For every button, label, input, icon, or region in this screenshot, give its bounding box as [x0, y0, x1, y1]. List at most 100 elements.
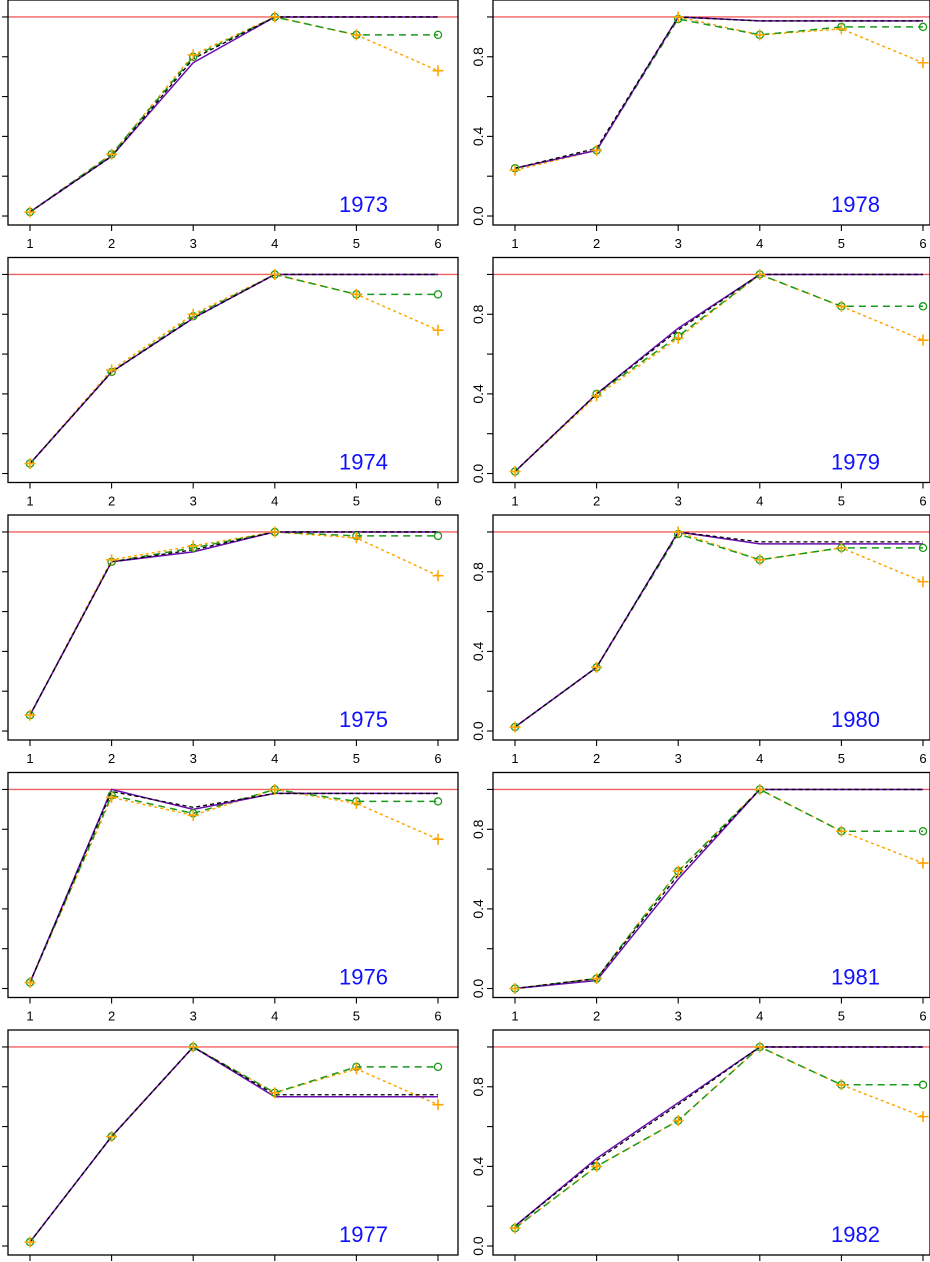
series-black-line	[514, 273, 923, 472]
series-orange-line	[29, 16, 439, 213]
orange-point	[509, 164, 521, 176]
orange-point	[754, 268, 766, 280]
green-point	[433, 290, 443, 299]
series-orange-line	[514, 16, 924, 171]
orange-point	[269, 526, 281, 538]
series-orange-line	[29, 273, 439, 465]
orange-point	[24, 977, 36, 989]
year-label: 1979	[831, 450, 880, 475]
series-orange-line	[29, 531, 439, 716]
series-green-line	[29, 788, 438, 983]
series-orange-line	[514, 273, 924, 473]
orange-point	[754, 1041, 766, 1053]
year-label: 1981	[831, 965, 880, 990]
panel-frame	[492, 256, 930, 484]
x-tick-label: 3	[675, 1009, 682, 1024]
series-purple-line	[29, 531, 438, 716]
x-tick-label: 3	[190, 1009, 197, 1024]
green-point	[433, 30, 443, 40]
orange-point	[754, 29, 766, 41]
x-tick-label: 5	[353, 494, 360, 509]
series-green-line	[29, 273, 438, 465]
orange-point	[269, 11, 281, 23]
series-black-line	[514, 788, 923, 990]
orange-point	[917, 1111, 929, 1123]
orange-point	[917, 57, 929, 69]
orange-point	[917, 857, 929, 869]
x-tick-label: 1	[511, 1009, 518, 1024]
series-black-line	[29, 273, 438, 464]
orange-point	[672, 11, 684, 23]
orange-point	[917, 576, 929, 588]
series-green-line	[514, 273, 923, 473]
x-tick-label: 6	[919, 1009, 926, 1024]
year-label: 1978	[831, 192, 880, 217]
x-tick-label: 4	[756, 236, 763, 251]
y-tick-label: 0.8	[470, 304, 486, 324]
series-black-line	[29, 790, 438, 983]
x-tick-label: 1	[511, 751, 518, 766]
orange-point	[269, 268, 281, 280]
panel-frame	[492, 771, 930, 999]
series-purple-line	[29, 788, 438, 983]
series-green-line	[29, 1046, 438, 1243]
year-label: 1975	[339, 707, 388, 732]
panel-series	[509, 268, 929, 478]
x-tick-label: 4	[271, 494, 278, 509]
year-label: 1974	[339, 450, 388, 475]
series-purple-line	[514, 16, 923, 169]
orange-point	[187, 308, 199, 320]
orange-point	[269, 1087, 281, 1099]
series-green-line	[29, 531, 438, 716]
x-tick-label: 1	[26, 494, 33, 509]
green-point	[433, 1062, 443, 1072]
x-tick-label: 5	[838, 1009, 845, 1024]
x-tick-label: 3	[675, 236, 682, 251]
x-tick-label: 1	[26, 1009, 33, 1024]
x-tick-label: 3	[675, 494, 682, 509]
green-point	[918, 543, 928, 553]
orange-point	[591, 144, 603, 156]
x-tick-label: 5	[353, 1009, 360, 1024]
x-tick-label: 2	[108, 751, 115, 766]
orange-point	[24, 206, 36, 218]
orange-point	[917, 334, 929, 346]
orange-point	[432, 1099, 444, 1111]
x-tick-label: 2	[593, 494, 600, 509]
orange-point	[672, 526, 684, 538]
orange-point	[591, 390, 603, 402]
y-tick-label: 0.0	[470, 979, 486, 999]
series-orange-line	[29, 788, 439, 983]
year-label: 1976	[339, 965, 388, 990]
x-tick-label: 4	[756, 1009, 763, 1024]
panel-frame	[492, 1029, 930, 1256]
x-tick-label: 6	[919, 751, 926, 766]
green-point	[433, 797, 443, 806]
orange-point	[591, 1160, 603, 1172]
series-green-line	[514, 1046, 923, 1229]
x-tick-label: 4	[271, 236, 278, 251]
orange-point	[432, 833, 444, 845]
orange-point	[509, 466, 521, 478]
x-tick-label: 2	[593, 751, 600, 766]
x-tick-label: 6	[434, 236, 441, 251]
series-green-line	[514, 788, 923, 990]
orange-point	[509, 1222, 521, 1234]
year-label: 1980	[831, 707, 880, 732]
y-tick-label: 0.4	[470, 899, 486, 919]
x-tick-label: 1	[26, 236, 33, 251]
x-tick-label: 3	[675, 751, 682, 766]
orange-point	[350, 797, 362, 809]
orange-point	[432, 570, 444, 582]
series-black-line	[29, 531, 438, 716]
orange-point	[106, 791, 118, 803]
x-tick-label: 4	[271, 751, 278, 766]
orange-point	[24, 1236, 36, 1248]
series-purple-line	[29, 1045, 438, 1243]
x-tick-label: 3	[190, 494, 197, 509]
panel-frame	[7, 771, 459, 999]
y-tick-label: 0.8	[470, 562, 486, 582]
y-tick-label: 0.4	[470, 126, 486, 146]
y-tick-label: 0.4	[470, 384, 486, 404]
